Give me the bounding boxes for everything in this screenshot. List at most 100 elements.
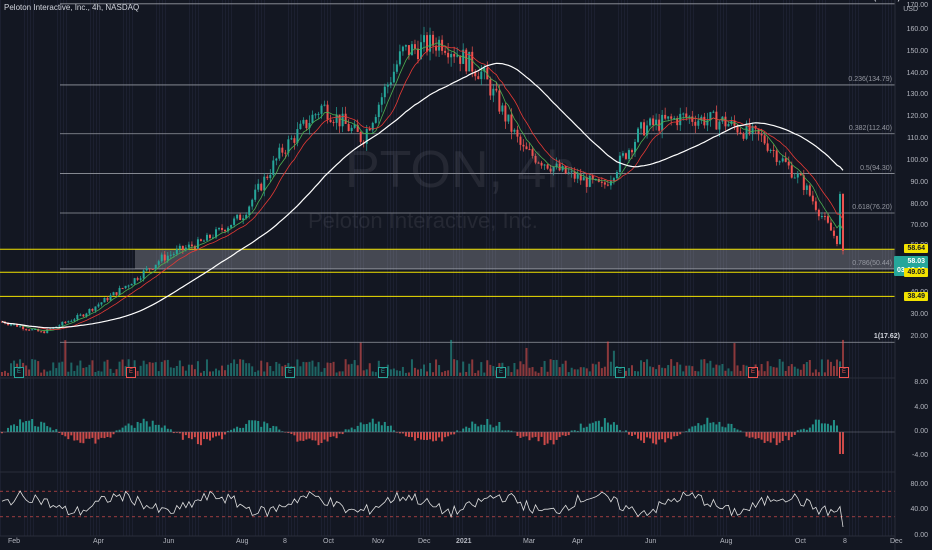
volume-bar [540,366,543,376]
candle [637,128,640,142]
candle [103,297,106,303]
macd-bar [34,426,37,432]
session-stripe [228,0,229,536]
candle [67,321,70,323]
volume-bar [299,366,302,376]
session-stripe [561,0,562,536]
candle [266,176,269,179]
candle [166,255,169,261]
candle [727,124,730,127]
volume-bar [181,366,184,376]
macd-bar [561,432,564,436]
volume-bar [435,359,438,376]
y-tick-label: 80.00 [910,201,928,208]
macd-bar [380,425,383,432]
macd-bar [278,429,281,432]
macd-bar [694,425,697,432]
macd-bar [212,432,215,438]
macd-bar [471,421,474,432]
volume-bar [552,359,555,376]
macd-bar [127,423,130,432]
session-stripe [717,0,718,536]
volume-bar [148,362,151,376]
volume-bar [100,371,103,376]
macd-bar [558,432,561,438]
candle [151,268,154,270]
volume-bar [365,369,368,376]
candle [721,116,724,122]
candle [145,268,148,271]
macd-bar [646,432,649,438]
macd-bar [115,430,118,432]
macd-bar [326,432,329,442]
macd-bar [817,419,820,432]
candle [423,35,426,43]
macd-bar [160,427,163,432]
session-stripe [819,0,820,536]
macd-bar [618,430,621,432]
volume-bar [606,341,609,376]
volume-bar [139,365,142,376]
candle [799,173,802,176]
candle [468,51,471,72]
session-stripe [33,0,34,536]
candle [227,227,230,232]
volume-bar [55,368,58,376]
macd-bar [594,421,597,432]
session-stripe [258,0,259,536]
volume-bar [685,365,688,376]
volume-bar [766,361,769,376]
session-stripe [855,0,856,536]
candle [826,216,829,223]
volume-bar [398,370,401,376]
candle [465,49,468,72]
volume-bar [456,360,459,376]
macd-bar [187,432,190,439]
candle [489,79,492,96]
volume-bar [531,367,534,376]
candle [784,158,787,162]
session-stripe [396,0,397,536]
volume-bar [718,365,721,376]
x-tick-label: Apr [93,538,104,545]
volume-bar [591,363,594,376]
candle [537,162,540,164]
session-stripe [750,0,751,536]
candle [606,184,609,186]
session-stripe [129,0,130,536]
volume-bar [1,372,3,376]
y-tick-label: 90.00 [910,179,928,186]
macd-bar [664,432,667,443]
macd-bar [808,427,811,432]
macd-bar [275,426,278,432]
volume-bar [763,371,766,376]
volume-bar [163,360,166,376]
macd-bar [419,432,422,440]
symbol-header[interactable]: Peloton Interactive, Inc., 4h, NASDAQ [4,3,140,12]
session-stripe [786,0,787,536]
volume-bar [136,370,139,376]
macd-bar [353,429,356,432]
candle [419,42,422,60]
macd-bar [435,432,438,441]
candle [555,163,558,167]
macd-bar [597,420,600,432]
volume-bar [208,371,211,376]
macd-bar [835,425,838,432]
macd-bar [754,432,757,439]
candle [112,292,115,296]
session-stripe [189,0,190,536]
volume-bar [703,359,706,376]
candle [245,214,248,219]
candle [254,189,257,200]
session-stripe [684,0,685,536]
volume-bar [588,371,591,376]
candle [178,245,181,250]
macd-bar [398,432,401,434]
candle [513,129,516,132]
candle [624,153,627,159]
x-tick-label: 2021 [456,538,472,545]
candle [432,34,435,46]
volume-bar [579,367,582,376]
